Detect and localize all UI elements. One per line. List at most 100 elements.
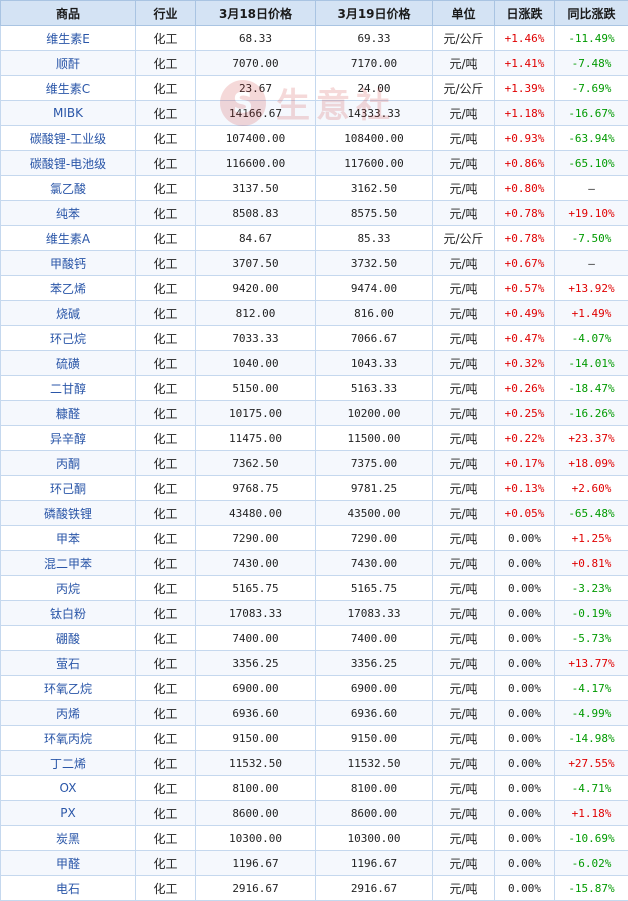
commodity-name-link[interactable]: 二甘醇 [0, 375, 136, 401]
yoy-change-cell: -3.23% [554, 575, 628, 601]
yoy-change-cell: +1.18% [554, 800, 628, 826]
table-row: 硫磺 化工 1040.00 1043.33 元/吨 +0.32% -14.01% [0, 350, 628, 376]
industry-cell: 化工 [135, 300, 196, 326]
commodity-name-link[interactable]: OX [0, 775, 136, 801]
commodity-name-link[interactable]: 丙烷 [0, 575, 136, 601]
price-mar19-cell: 7400.00 [315, 625, 433, 651]
daily-change-cell: +0.49% [494, 300, 555, 326]
commodity-name-link[interactable]: 苯乙烯 [0, 275, 136, 301]
unit-cell: 元/吨 [432, 100, 495, 126]
commodity-name-link[interactable]: 炭黑 [0, 825, 136, 851]
commodity-name-link[interactable]: 环己酮 [0, 475, 136, 501]
commodity-name-link[interactable]: 顺酐 [0, 50, 136, 76]
price-mar19-cell: 816.00 [315, 300, 433, 326]
commodity-name-link[interactable]: 硫磺 [0, 350, 136, 376]
price-mar18-cell: 23.67 [195, 75, 316, 101]
header-row: 商品 行业 3月18日价格 3月19日价格 单位 日涨跌 同比涨跌 [0, 0, 628, 26]
yoy-change-cell: +1.25% [554, 525, 628, 551]
price-mar19-cell: 9474.00 [315, 275, 433, 301]
daily-change-cell: 0.00% [494, 850, 555, 876]
table-row: 环己烷 化工 7033.33 7066.67 元/吨 +0.47% -4.07% [0, 325, 628, 351]
daily-change-cell: +0.26% [494, 375, 555, 401]
commodity-name-link[interactable]: 丙酮 [0, 450, 136, 476]
commodity-name-link[interactable]: 磷酸铁锂 [0, 500, 136, 526]
table-row: 甲酸钙 化工 3707.50 3732.50 元/吨 +0.67% — [0, 250, 628, 276]
table-row: 碳酸锂-工业级 化工 107400.00 108400.00 元/吨 +0.93% -63.… [0, 125, 628, 151]
commodity-name-link[interactable]: 硼酸 [0, 625, 136, 651]
commodity-name-link[interactable]: 电石 [0, 875, 136, 901]
unit-cell: 元/吨 [432, 575, 495, 601]
price-mar18-cell: 7033.33 [195, 325, 316, 351]
yoy-change-cell: -7.69% [554, 75, 628, 101]
commodity-name-link[interactable]: 碳酸锂-工业级 [0, 125, 136, 151]
yoy-change-cell: +1.49% [554, 300, 628, 326]
yoy-change-cell: +2.60% [554, 475, 628, 501]
daily-change-cell: 0.00% [494, 600, 555, 626]
price-mar18-cell: 3707.50 [195, 250, 316, 276]
table-row: OX 化工 8100.00 8100.00 元/吨 0.00% -4.71% [0, 775, 628, 801]
industry-cell: 化工 [135, 50, 196, 76]
unit-cell: 元/吨 [432, 850, 495, 876]
commodity-name-link[interactable]: 环氧丙烷 [0, 725, 136, 751]
commodity-name-link[interactable]: 甲醛 [0, 850, 136, 876]
price-mar18-cell: 11532.50 [195, 750, 316, 776]
yoy-change-cell: -4.71% [554, 775, 628, 801]
industry-cell: 化工 [135, 250, 196, 276]
unit-cell: 元/吨 [432, 650, 495, 676]
yoy-change-cell: -14.98% [554, 725, 628, 751]
unit-cell: 元/吨 [432, 300, 495, 326]
industry-cell: 化工 [135, 100, 196, 126]
industry-cell: 化工 [135, 750, 196, 776]
table-row: 氯乙酸 化工 3137.50 3162.50 元/吨 +0.80% — [0, 175, 628, 201]
table-row: PX 化工 8600.00 8600.00 元/吨 0.00% +1.18% [0, 800, 628, 826]
price-mar19-cell: 6936.60 [315, 700, 433, 726]
commodity-name-link[interactable]: PX [0, 800, 136, 826]
yoy-change-cell: -7.48% [554, 50, 628, 76]
commodity-name-link[interactable]: 丙烯 [0, 700, 136, 726]
commodity-name-link[interactable]: 烧碱 [0, 300, 136, 326]
commodity-name-link[interactable]: 丁二烯 [0, 750, 136, 776]
price-mar18-cell: 14166.67 [195, 100, 316, 126]
commodity-name-link[interactable]: 钛白粉 [0, 600, 136, 626]
industry-cell: 化工 [135, 175, 196, 201]
commodity-name-link[interactable]: 甲苯 [0, 525, 136, 551]
yoy-change-cell: -18.47% [554, 375, 628, 401]
commodity-name-link[interactable]: MIBK [0, 100, 136, 126]
price-mar18-cell: 11475.00 [195, 425, 316, 451]
commodity-name-link[interactable]: 糠醛 [0, 400, 136, 426]
price-mar18-cell: 3356.25 [195, 650, 316, 676]
commodity-name-link[interactable]: 维生素C [0, 75, 136, 101]
yoy-change-cell: -4.99% [554, 700, 628, 726]
industry-cell: 化工 [135, 600, 196, 626]
unit-cell: 元/吨 [432, 450, 495, 476]
industry-cell: 化工 [135, 25, 196, 51]
commodity-name-link[interactable]: 纯苯 [0, 200, 136, 226]
unit-cell: 元/吨 [432, 525, 495, 551]
unit-cell: 元/吨 [432, 375, 495, 401]
commodity-name-link[interactable]: 异辛醇 [0, 425, 136, 451]
commodity-name-link[interactable]: 环氧乙烷 [0, 675, 136, 701]
commodity-name-link[interactable]: 萤石 [0, 650, 136, 676]
industry-cell: 化工 [135, 700, 196, 726]
industry-cell: 化工 [135, 775, 196, 801]
price-mar18-cell: 84.67 [195, 225, 316, 251]
commodity-name-link[interactable]: 混二甲苯 [0, 550, 136, 576]
yoy-change-cell: -4.07% [554, 325, 628, 351]
price-mar18-cell: 1196.67 [195, 850, 316, 876]
industry-cell: 化工 [135, 450, 196, 476]
daily-change-cell: +0.67% [494, 250, 555, 276]
daily-change-cell: +0.80% [494, 175, 555, 201]
commodity-name-link[interactable]: 甲酸钙 [0, 250, 136, 276]
price-mar19-cell: 7290.00 [315, 525, 433, 551]
table-row: 混二甲苯 化工 7430.00 7430.00 元/吨 0.00% +0.81% [0, 550, 628, 576]
commodity-name-link[interactable]: 环己烷 [0, 325, 136, 351]
price-mar18-cell: 1040.00 [195, 350, 316, 376]
commodity-name-link[interactable]: 氯乙酸 [0, 175, 136, 201]
price-mar19-cell: 24.00 [315, 75, 433, 101]
price-mar19-cell: 3356.25 [315, 650, 433, 676]
price-mar18-cell: 43480.00 [195, 500, 316, 526]
commodity-name-link[interactable]: 维生素A [0, 225, 136, 251]
commodity-name-link[interactable]: 碳酸锂-电池级 [0, 150, 136, 176]
commodity-name-link[interactable]: 维生素E [0, 25, 136, 51]
price-mar19-cell: 14333.33 [315, 100, 433, 126]
